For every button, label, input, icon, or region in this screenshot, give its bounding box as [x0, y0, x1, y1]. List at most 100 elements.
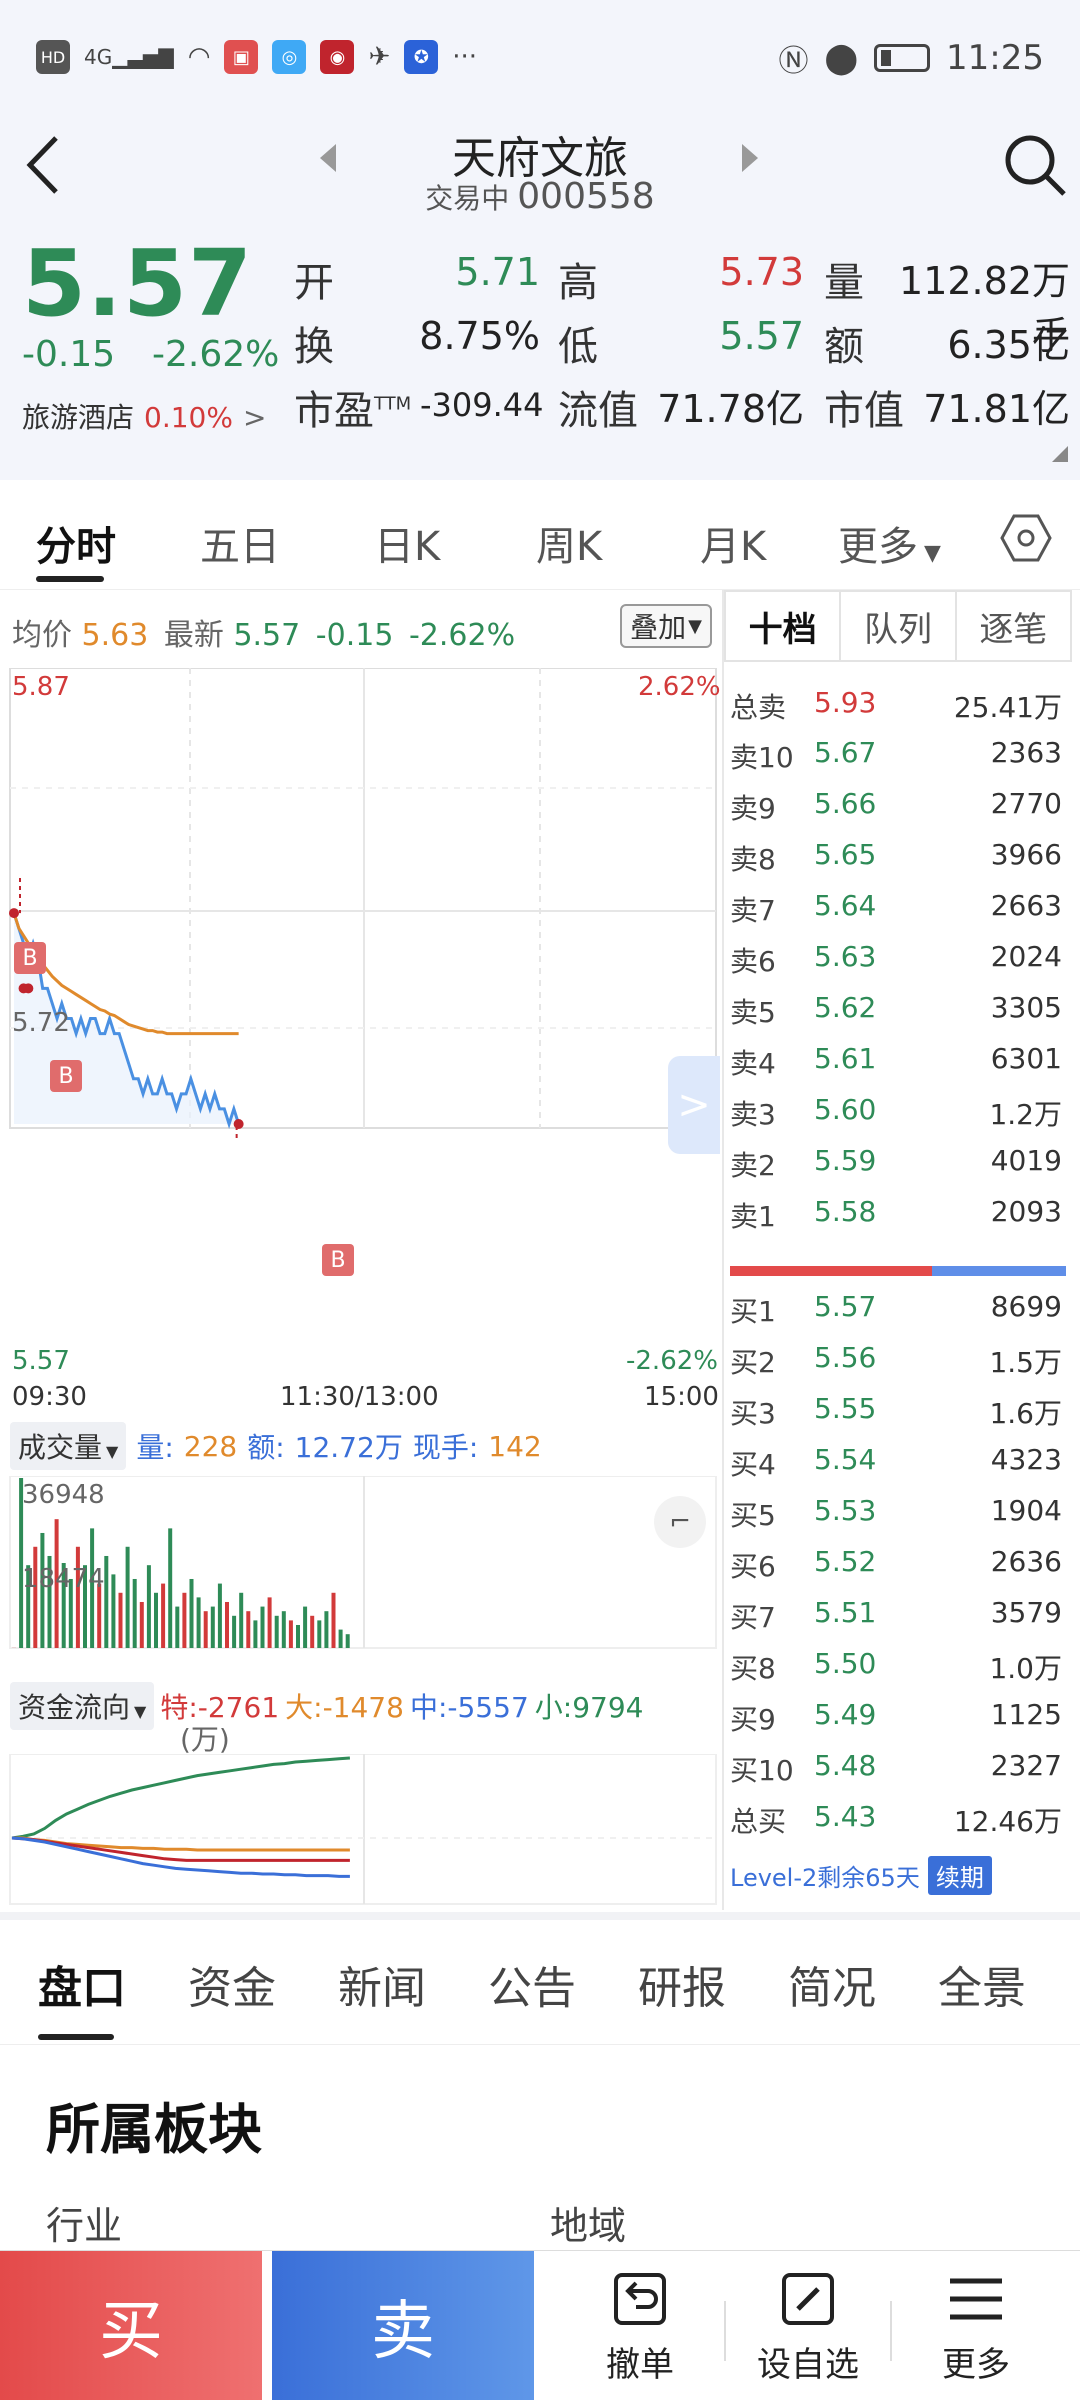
level-price: 5.52: [814, 1545, 877, 1578]
tab-announcements[interactable]: 公告: [488, 1963, 576, 2014]
ask-row[interactable]: 卖5 5.62 3305: [730, 983, 1066, 1033]
volume-bar: [26, 1565, 31, 1648]
bid-row[interactable]: 买9 5.49 1125: [730, 1690, 1066, 1740]
bid-row[interactable]: 买4 5.54 4323: [730, 1435, 1066, 1485]
ask-row[interactable]: 卖2 5.59 4019: [730, 1136, 1066, 1186]
chart-tabs: 分时 五日 日K 周K 月K 更多 ▼: [0, 490, 1080, 590]
ask-row[interactable]: 卖7 5.64 2663: [730, 881, 1066, 931]
expand-orderbook-button[interactable]: >: [668, 1056, 720, 1154]
level-price: 5.63: [814, 940, 877, 973]
bid-row[interactable]: 买7 5.51 3579: [730, 1588, 1066, 1638]
ask-row[interactable]: 卖9 5.66 2770: [730, 779, 1066, 829]
volume-bar: [182, 1592, 187, 1648]
buy-marker[interactable]: B: [50, 1060, 82, 1092]
bid-row[interactable]: 买1 5.57 8699: [730, 1282, 1066, 1332]
bid-row[interactable]: 买2 5.56 1.5万: [730, 1333, 1066, 1383]
level-volume: 3305: [990, 991, 1062, 1024]
current-price: 5.57: [22, 230, 253, 337]
sector-link[interactable]: 旅游酒店 0.10% >: [22, 396, 266, 436]
add-watchlist-button[interactable]: 设自选: [728, 2269, 888, 2399]
renew-button[interactable]: 续期: [927, 1856, 992, 1895]
bid-row[interactable]: 买8 5.50 1.0万: [730, 1639, 1066, 1689]
fund-flow-chart[interactable]: [0, 1754, 720, 1910]
buy-marker[interactable]: B: [322, 1244, 354, 1276]
float-cap-label: 流值: [558, 388, 638, 434]
tab-queue[interactable]: 队列: [841, 592, 957, 660]
fund-indicator-select[interactable]: 资金流向 ▼: [10, 1682, 155, 1730]
level-volume: 2363: [990, 736, 1062, 769]
ask-row[interactable]: 卖4 5.61 6301: [730, 1034, 1066, 1084]
level-price: 5.54: [814, 1443, 877, 1476]
back-arrow-icon: [26, 136, 58, 194]
volume-bar: [104, 1555, 109, 1648]
expand-corner-icon[interactable]: [1052, 446, 1068, 462]
more-dots-icon: ···: [452, 42, 478, 72]
ask-row[interactable]: 卖10 5.67 2363: [730, 728, 1066, 778]
back-button[interactable]: [20, 130, 70, 204]
small-flow: 小:9794: [534, 1691, 644, 1724]
total-sell-row[interactable]: 总卖 5.93 25.41万: [730, 678, 1066, 728]
pe-value: -309.44: [420, 386, 544, 424]
level-price: 5.56: [814, 1341, 877, 1374]
tab-news[interactable]: 新闻: [338, 1963, 426, 2014]
buy-button[interactable]: 买: [0, 2251, 262, 2400]
volume-bar: [246, 1611, 251, 1648]
x-mid-label: 11:30/13:00: [280, 1382, 439, 1412]
tab-research[interactable]: 研报: [638, 1963, 726, 2014]
bid-row[interactable]: 买10 5.48 2327: [730, 1741, 1066, 1791]
level-label: 卖3: [730, 1098, 776, 1131]
ask-row[interactable]: 卖6 5.63 2024: [730, 932, 1066, 982]
ask-row[interactable]: 卖8 5.65 3966: [730, 830, 1066, 880]
level-label: 买4: [730, 1448, 776, 1481]
overlay-button[interactable]: 叠加 ▼: [620, 604, 712, 648]
more-button[interactable]: 更多: [896, 2269, 1056, 2399]
expand-icon: ⌐: [669, 1507, 691, 1537]
tab-profile[interactable]: 简况: [788, 1963, 876, 2014]
float-cap-value: 71.78亿: [657, 387, 804, 431]
prev-stock-button[interactable]: [316, 140, 340, 180]
large-flow: 大:-1478: [285, 1691, 404, 1724]
volume-bar: [338, 1629, 343, 1648]
tab-monthly-k[interactable]: 月K: [700, 524, 767, 570]
volume-bar: [225, 1601, 229, 1648]
tab-funds[interactable]: 资金: [188, 1963, 276, 2014]
triangle-left-icon: [320, 144, 336, 172]
battery-icon: [874, 44, 931, 72]
trading-status: 交易中: [425, 182, 510, 215]
tab-handicap[interactable]: 盘口: [38, 1963, 126, 2014]
level-label: 买7: [730, 1601, 776, 1634]
app-icon-1: ▣: [224, 40, 259, 74]
ask-row[interactable]: 卖3 5.60 1.2万: [730, 1085, 1066, 1135]
tab-ten-levels[interactable]: 十档: [726, 592, 842, 660]
cancel-order-button[interactable]: 撤单: [560, 2269, 720, 2399]
tab-daily-k[interactable]: 日K: [374, 524, 441, 570]
level-label: 卖4: [730, 1047, 776, 1080]
sell-button[interactable]: 卖: [272, 2251, 534, 2400]
tab-five-day[interactable]: 五日: [200, 524, 280, 570]
search-button[interactable]: [1002, 132, 1068, 202]
volume-bar: [40, 1532, 45, 1648]
level-label: 卖7: [730, 894, 776, 927]
volume-bar: [132, 1578, 137, 1648]
ask-row[interactable]: 卖1 5.58 2093: [730, 1187, 1066, 1237]
tab-more[interactable]: 更多 ▼: [838, 524, 941, 570]
tab-tick-by-tick[interactable]: 逐笔: [979, 609, 1048, 650]
tab-intraday[interactable]: 分时: [36, 524, 116, 570]
price-change-pct: -2.62%: [152, 334, 280, 375]
total-buy-row[interactable]: 总买 5.43 12.46万: [730, 1792, 1066, 1842]
settings-hexagon-icon[interactable]: [1000, 512, 1052, 564]
bid-row[interactable]: 买6 5.52 2636: [730, 1537, 1066, 1587]
volume-indicator-select[interactable]: 成交量 ▼: [10, 1422, 127, 1470]
buy-marker[interactable]: B: [14, 942, 46, 974]
level-volume: 3966: [990, 838, 1062, 871]
y-bottom-pct-label: -2.62%: [626, 1346, 718, 1376]
bid-row[interactable]: 买3 5.55 1.6万: [730, 1384, 1066, 1434]
tab-weekly-k[interactable]: 周K: [536, 524, 603, 570]
price-chart[interactable]: [0, 668, 720, 1138]
next-stock-button[interactable]: [738, 140, 762, 180]
fullscreen-button[interactable]: ⌐: [654, 1496, 706, 1548]
bid-row[interactable]: 买5 5.53 1904: [730, 1486, 1066, 1536]
volume-chart[interactable]: [0, 1476, 720, 1656]
tab-overview[interactable]: 全景: [938, 1963, 1026, 2014]
level-volume: 1.5万: [989, 1346, 1062, 1379]
